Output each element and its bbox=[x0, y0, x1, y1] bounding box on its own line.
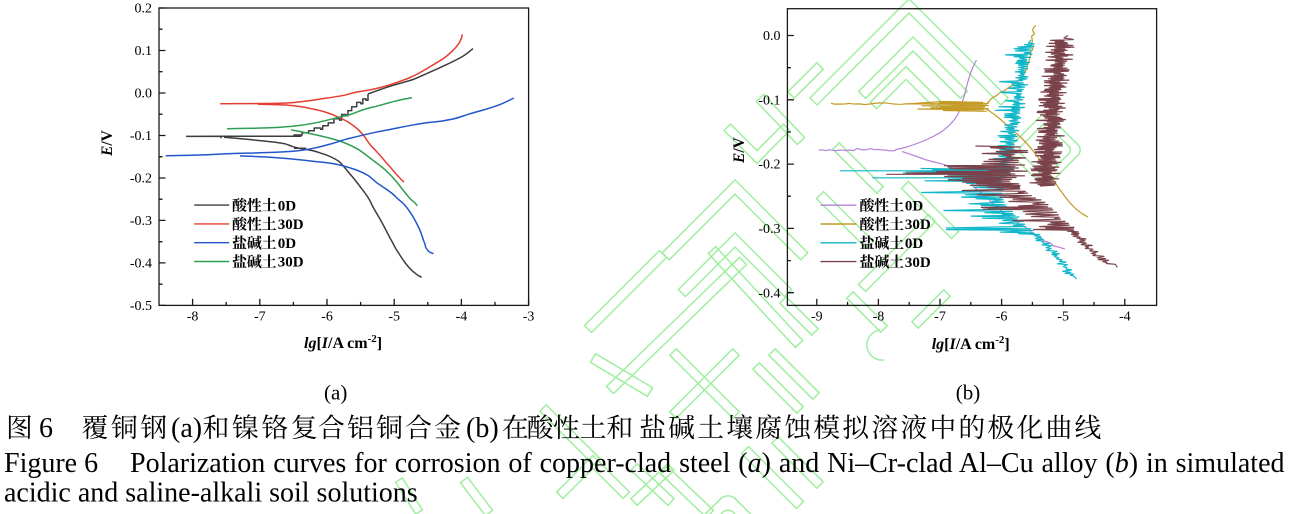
svg-text:-8: -8 bbox=[187, 310, 199, 325]
svg-text:-0.1: -0.1 bbox=[130, 129, 152, 144]
svg-text:-0.4: -0.4 bbox=[130, 257, 152, 272]
svg-text:0D: 0D bbox=[278, 236, 297, 252]
svg-text:-0.1: -0.1 bbox=[758, 93, 780, 108]
svg-text:-0.3: -0.3 bbox=[758, 222, 780, 237]
svg-text:-5: -5 bbox=[388, 310, 400, 325]
svg-text:-8: -8 bbox=[873, 310, 885, 325]
svg-text:6: 6 bbox=[39, 413, 53, 444]
svg-text:0.0: 0.0 bbox=[763, 29, 781, 44]
svg-text:0.0: 0.0 bbox=[135, 87, 153, 102]
svg-text:-4: -4 bbox=[456, 310, 468, 325]
svg-text:-5: -5 bbox=[1057, 310, 1069, 325]
svg-text:Polarization curves for corros: Polarization curves for corrosion of cop… bbox=[130, 448, 1285, 479]
svg-text:-6: -6 bbox=[321, 310, 333, 325]
svg-text:-0.3: -0.3 bbox=[130, 214, 152, 229]
svg-text:-0.2: -0.2 bbox=[130, 172, 152, 187]
svg-text:lg[I/A cm-2]: lg[I/A cm-2] bbox=[932, 334, 1010, 353]
svg-text:(b): (b) bbox=[956, 381, 981, 405]
svg-text:(a): (a) bbox=[171, 413, 202, 444]
svg-text:30D: 30D bbox=[278, 217, 304, 233]
svg-text:-0.2: -0.2 bbox=[758, 158, 780, 173]
svg-text:E/V: E/V bbox=[99, 129, 116, 157]
svg-text:Figure 6: Figure 6 bbox=[4, 448, 98, 479]
svg-text:E/V: E/V bbox=[731, 136, 748, 164]
svg-text:-0.5: -0.5 bbox=[130, 299, 152, 314]
svg-text:acidic and saline-alkali soil: acidic and saline-alkali soil solutions bbox=[4, 477, 418, 508]
svg-text:-0.4: -0.4 bbox=[758, 286, 780, 301]
svg-text:lg[I/A cm-2]: lg[I/A cm-2] bbox=[304, 333, 382, 352]
svg-text:-7: -7 bbox=[934, 310, 946, 325]
svg-text:-9: -9 bbox=[811, 310, 823, 325]
svg-text:0.1: 0.1 bbox=[135, 44, 153, 59]
svg-text:0D: 0D bbox=[905, 198, 924, 214]
svg-text:-6: -6 bbox=[996, 310, 1008, 325]
svg-text:0D: 0D bbox=[905, 236, 924, 252]
svg-text:30D: 30D bbox=[905, 217, 931, 233]
svg-text:(b): (b) bbox=[466, 413, 499, 444]
svg-text:30D: 30D bbox=[278, 255, 304, 271]
svg-text:30D: 30D bbox=[905, 255, 931, 271]
svg-text:0D: 0D bbox=[278, 198, 297, 214]
svg-text:(a): (a) bbox=[324, 381, 347, 405]
svg-text:-3: -3 bbox=[523, 310, 535, 325]
svg-text:-4: -4 bbox=[1119, 310, 1131, 325]
svg-text:-7: -7 bbox=[254, 310, 266, 325]
svg-text:0.2: 0.2 bbox=[135, 2, 153, 17]
